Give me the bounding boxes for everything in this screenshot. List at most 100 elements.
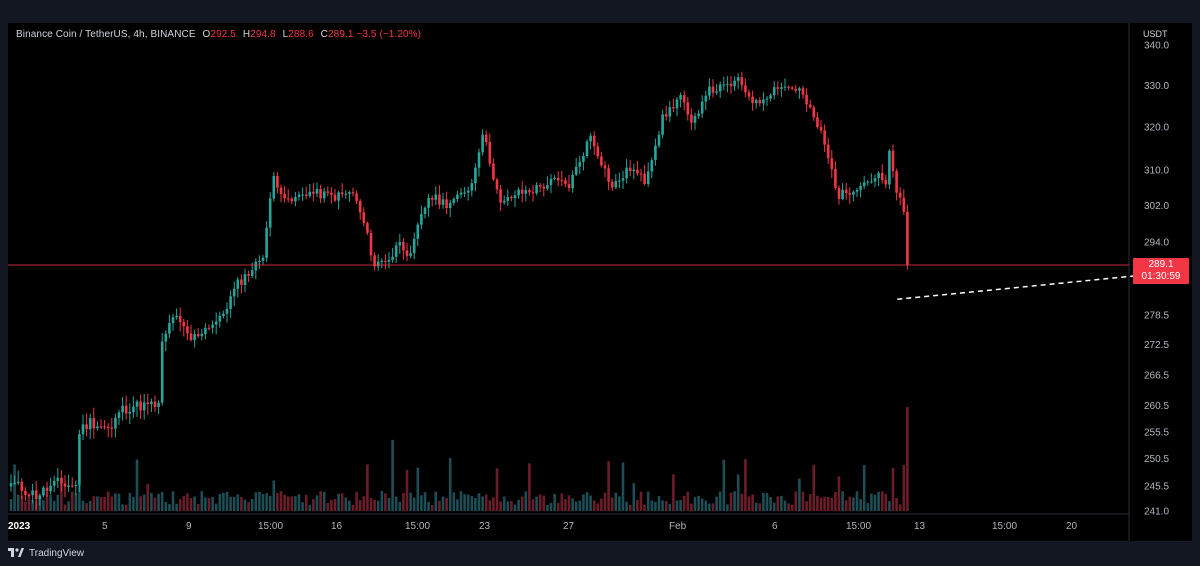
- volume-bar: [794, 491, 798, 511]
- candle-body: [106, 426, 110, 428]
- time-axis[interactable]: 2023 5 9 15:00 16 15:00 23 27 Feb 6 15:00 13 15:00 20: [8, 521, 1078, 532]
- volume-bar: [582, 494, 585, 511]
- volume-bar: [171, 491, 175, 511]
- candle-body: [196, 334, 200, 337]
- candle-body: [412, 238, 416, 254]
- volume-bar: [153, 497, 157, 511]
- candle-body: [517, 189, 520, 196]
- volume-bar: [441, 496, 445, 511]
- volume-bar: [42, 500, 45, 511]
- volume-bar: [254, 492, 258, 511]
- candle-body: [808, 104, 812, 108]
- volume-bar: [70, 491, 74, 511]
- candle-body: [657, 134, 661, 146]
- candle-body: [826, 144, 830, 159]
- candle-body: [463, 192, 466, 194]
- time-tick-label: 6: [772, 521, 778, 532]
- candle-body: [222, 313, 225, 316]
- close-label: C: [320, 29, 328, 40]
- candle-body: [758, 100, 762, 104]
- volume-bar: [103, 496, 106, 511]
- volume-bar: [128, 492, 132, 511]
- symbol-title[interactable]: Binance Coin / TetherUS, 4h, BINANCE: [16, 29, 196, 40]
- volume-bar: [182, 495, 186, 511]
- volume-bar: [322, 491, 326, 511]
- candle-body: [628, 167, 632, 171]
- candle-body: [448, 202, 452, 209]
- volume-bar: [20, 495, 24, 511]
- candle-body: [423, 207, 427, 215]
- volume-bar: [841, 491, 844, 511]
- candle-body: [24, 490, 27, 495]
- volume-bar: [340, 493, 344, 511]
- candle-body: [398, 242, 402, 246]
- candle-body: [67, 485, 70, 487]
- high-label: H: [242, 29, 251, 40]
- candle-body: [873, 178, 877, 182]
- candle-body: [315, 188, 319, 194]
- candle-body: [427, 197, 430, 208]
- candle-body: [117, 412, 121, 418]
- volume-bar: [682, 495, 686, 511]
- candle-body: [708, 86, 711, 96]
- candle-body: [524, 190, 528, 194]
- tradingview-brand[interactable]: TradingView: [29, 547, 85, 559]
- volume-bar: [556, 502, 560, 511]
- volume-bar: [625, 501, 628, 511]
- volume-bar: [204, 497, 207, 511]
- volume-bar: [49, 494, 52, 511]
- volume-bar: [902, 464, 906, 511]
- volume-bar: [762, 492, 765, 511]
- candle-body: [351, 192, 355, 194]
- candle-body: [13, 483, 16, 485]
- volume-bar: [445, 497, 448, 511]
- volume-bar: [492, 497, 495, 511]
- candle-body: [326, 191, 330, 193]
- candle-body: [70, 485, 74, 487]
- chart-canvas[interactable]: 340.0 330.0 320.0 310.0 302.0 294.0 278.5 272.5…: [8, 23, 1192, 541]
- candle-body: [816, 117, 819, 128]
- volume-bar: [621, 462, 625, 511]
- candle-body: [870, 181, 873, 183]
- candle-body: [142, 402, 146, 411]
- candle-body: [744, 85, 747, 93]
- volume-bar: [693, 497, 697, 511]
- volume-bar: [531, 499, 535, 511]
- candle-body: [639, 173, 643, 175]
- volume-bar: [510, 501, 513, 511]
- volume-bar: [60, 482, 63, 511]
- volume-bars: [9, 407, 909, 511]
- volume-bar: [56, 494, 60, 511]
- volume-bar: [643, 504, 646, 511]
- volume-bar: [315, 495, 319, 511]
- volume-bar: [283, 494, 286, 511]
- candle-body: [740, 77, 744, 86]
- candle-body: [610, 181, 614, 188]
- candle-body: [92, 418, 96, 429]
- volume-bar: [546, 504, 549, 511]
- candle-body: [416, 224, 420, 239]
- price-axis[interactable]: 340.0 330.0 320.0 310.0 302.0 294.0 278.5 272.5…: [1144, 41, 1169, 518]
- volume-bar: [398, 501, 402, 511]
- volume-bar: [247, 502, 250, 511]
- candle-body: [319, 188, 322, 199]
- candle-body: [798, 88, 801, 91]
- chart-panel[interactable]: 340.0 330.0 320.0 310.0 302.0 294.0 278.5 272.5…: [8, 23, 1192, 541]
- volume-bar: [164, 501, 168, 511]
- volume-bar: [726, 504, 729, 511]
- price-axis-unit: USDT: [1143, 29, 1168, 39]
- volume-bar: [81, 500, 85, 511]
- volume-bar: [456, 499, 459, 511]
- volume-bar: [402, 492, 405, 511]
- volume-bar: [394, 496, 398, 511]
- volume-bar: [200, 491, 204, 511]
- volume-bar: [528, 463, 531, 511]
- candle-body: [589, 135, 592, 142]
- volume-bar: [844, 500, 848, 511]
- candle-body: [538, 185, 542, 187]
- volume-bar: [67, 501, 70, 511]
- candle-body: [726, 83, 729, 85]
- candle-body: [711, 86, 715, 93]
- volume-bar: [535, 496, 538, 511]
- candle-body: [787, 86, 790, 88]
